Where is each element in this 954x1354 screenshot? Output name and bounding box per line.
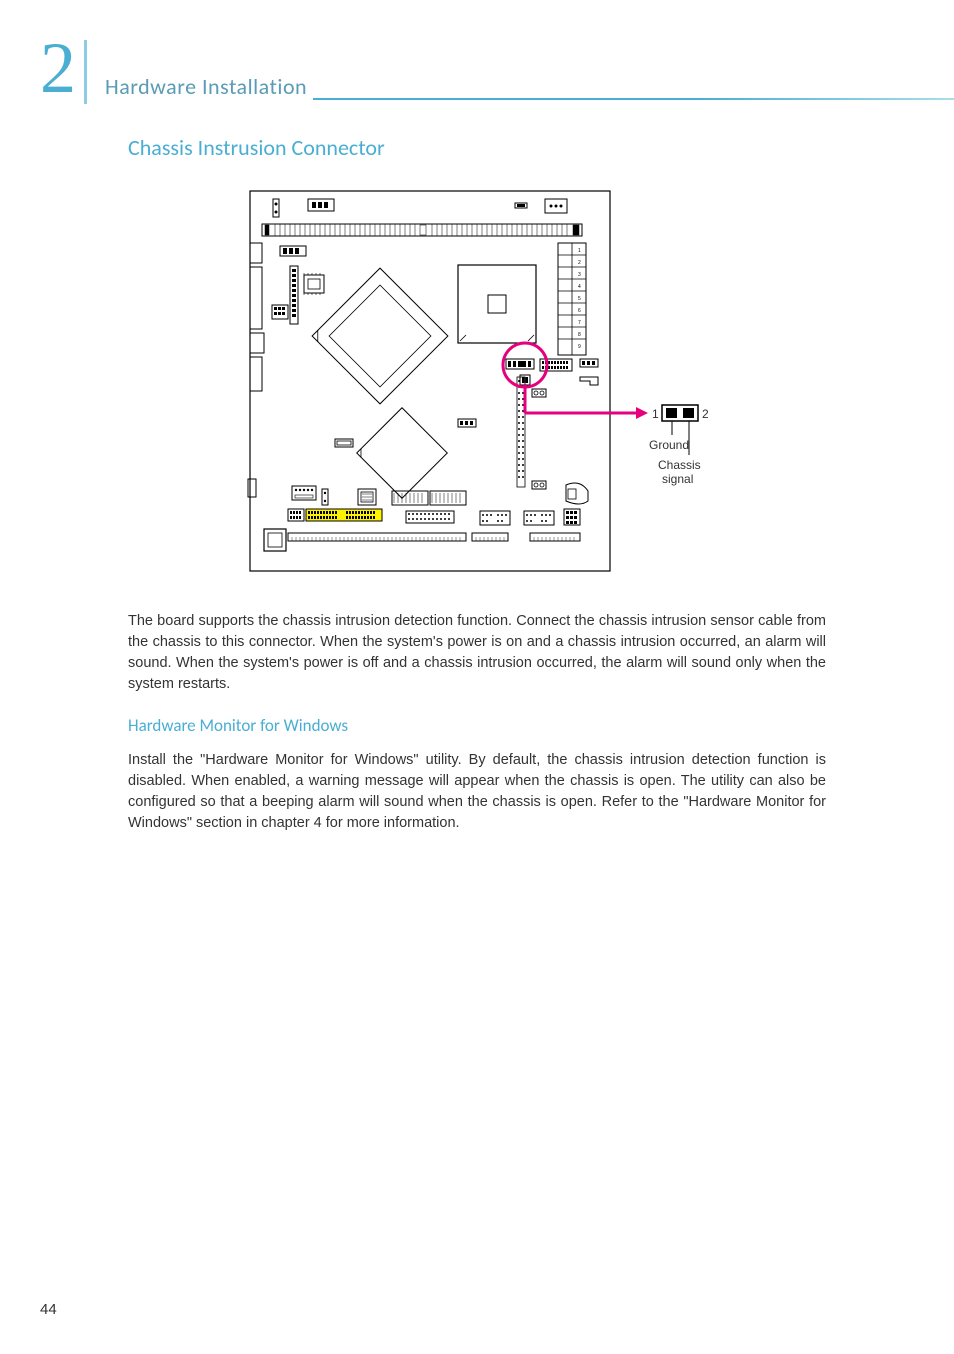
paragraph-2: Install the "Hardware Monitor for Window… (128, 750, 826, 834)
svg-text:3: 3 (578, 272, 581, 278)
header-rule (313, 98, 954, 100)
chassis-label-1: Chassis (658, 458, 701, 472)
chassis-label-2: signal (662, 472, 693, 486)
svg-text:6: 6 (578, 308, 581, 314)
subsection-title: Hardware Monitor for Windows (128, 715, 826, 736)
page-number: 44 (40, 1301, 57, 1318)
svg-text:1: 1 (578, 248, 581, 254)
svg-text:2: 2 (578, 260, 581, 266)
svg-text:7: 7 (578, 320, 581, 326)
motherboard-svg: 1 2 3 4 5 6 7 8 9 (240, 181, 760, 581)
pin2-label: 2 (702, 407, 709, 421)
pin1-label: 1 (652, 407, 659, 421)
svg-text:9: 9 (578, 344, 581, 350)
ground-label: Ground (649, 438, 689, 452)
chapter-title: Hardware Installation (105, 73, 307, 100)
svg-text:8: 8 (578, 332, 581, 338)
chapter-header: 2 Hardware Installation (40, 40, 954, 104)
chapter-number: 2 (40, 40, 87, 104)
svg-text:5: 5 (578, 296, 581, 302)
section-title: Chassis Instrusion Connector (128, 134, 954, 161)
board-diagram: 1 2 3 4 5 6 7 8 9 (240, 181, 760, 581)
paragraph-1: The board supports the chassis intrusion… (128, 611, 826, 695)
page: 2 Hardware Installation Chassis Instrusi… (0, 0, 954, 1354)
svg-text:4: 4 (578, 284, 581, 290)
